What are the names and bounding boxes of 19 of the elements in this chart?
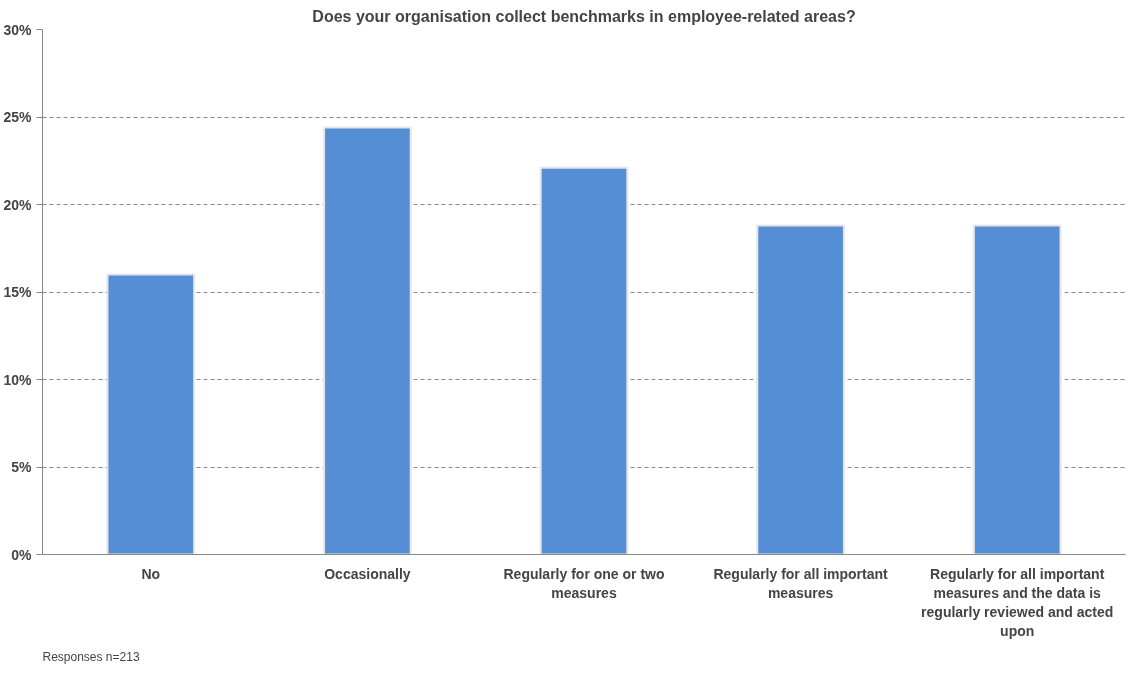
y-tick-label: 0% (11, 546, 33, 563)
x-tick-label: Regularly for one or two measures (503, 565, 665, 601)
bar (106, 273, 196, 555)
y-tick-label: 25% (3, 109, 33, 125)
bar (756, 224, 845, 555)
y-tick-label: 10% (3, 371, 33, 388)
chart-title: Does your organisation collect benchmarks in employee-related areas? (312, 7, 856, 25)
y-tick-label: 5% (11, 459, 33, 475)
bar (539, 166, 629, 555)
y-tick-label: 20% (3, 196, 33, 213)
y-tick-label: 15% (3, 284, 33, 300)
x-tick-label: Occasionally (324, 565, 411, 582)
x-tick-label: No (141, 565, 161, 582)
x-tick-label: Regularly for all important measures (713, 565, 889, 601)
bar (323, 126, 412, 555)
text: Responses n=213 (42, 649, 140, 664)
x-tick-label: Regularly for all important measures and the data is regularly reviewed and acted upon (921, 565, 1114, 640)
y-tick-label: 30% (3, 21, 33, 38)
bar (972, 224, 1062, 555)
